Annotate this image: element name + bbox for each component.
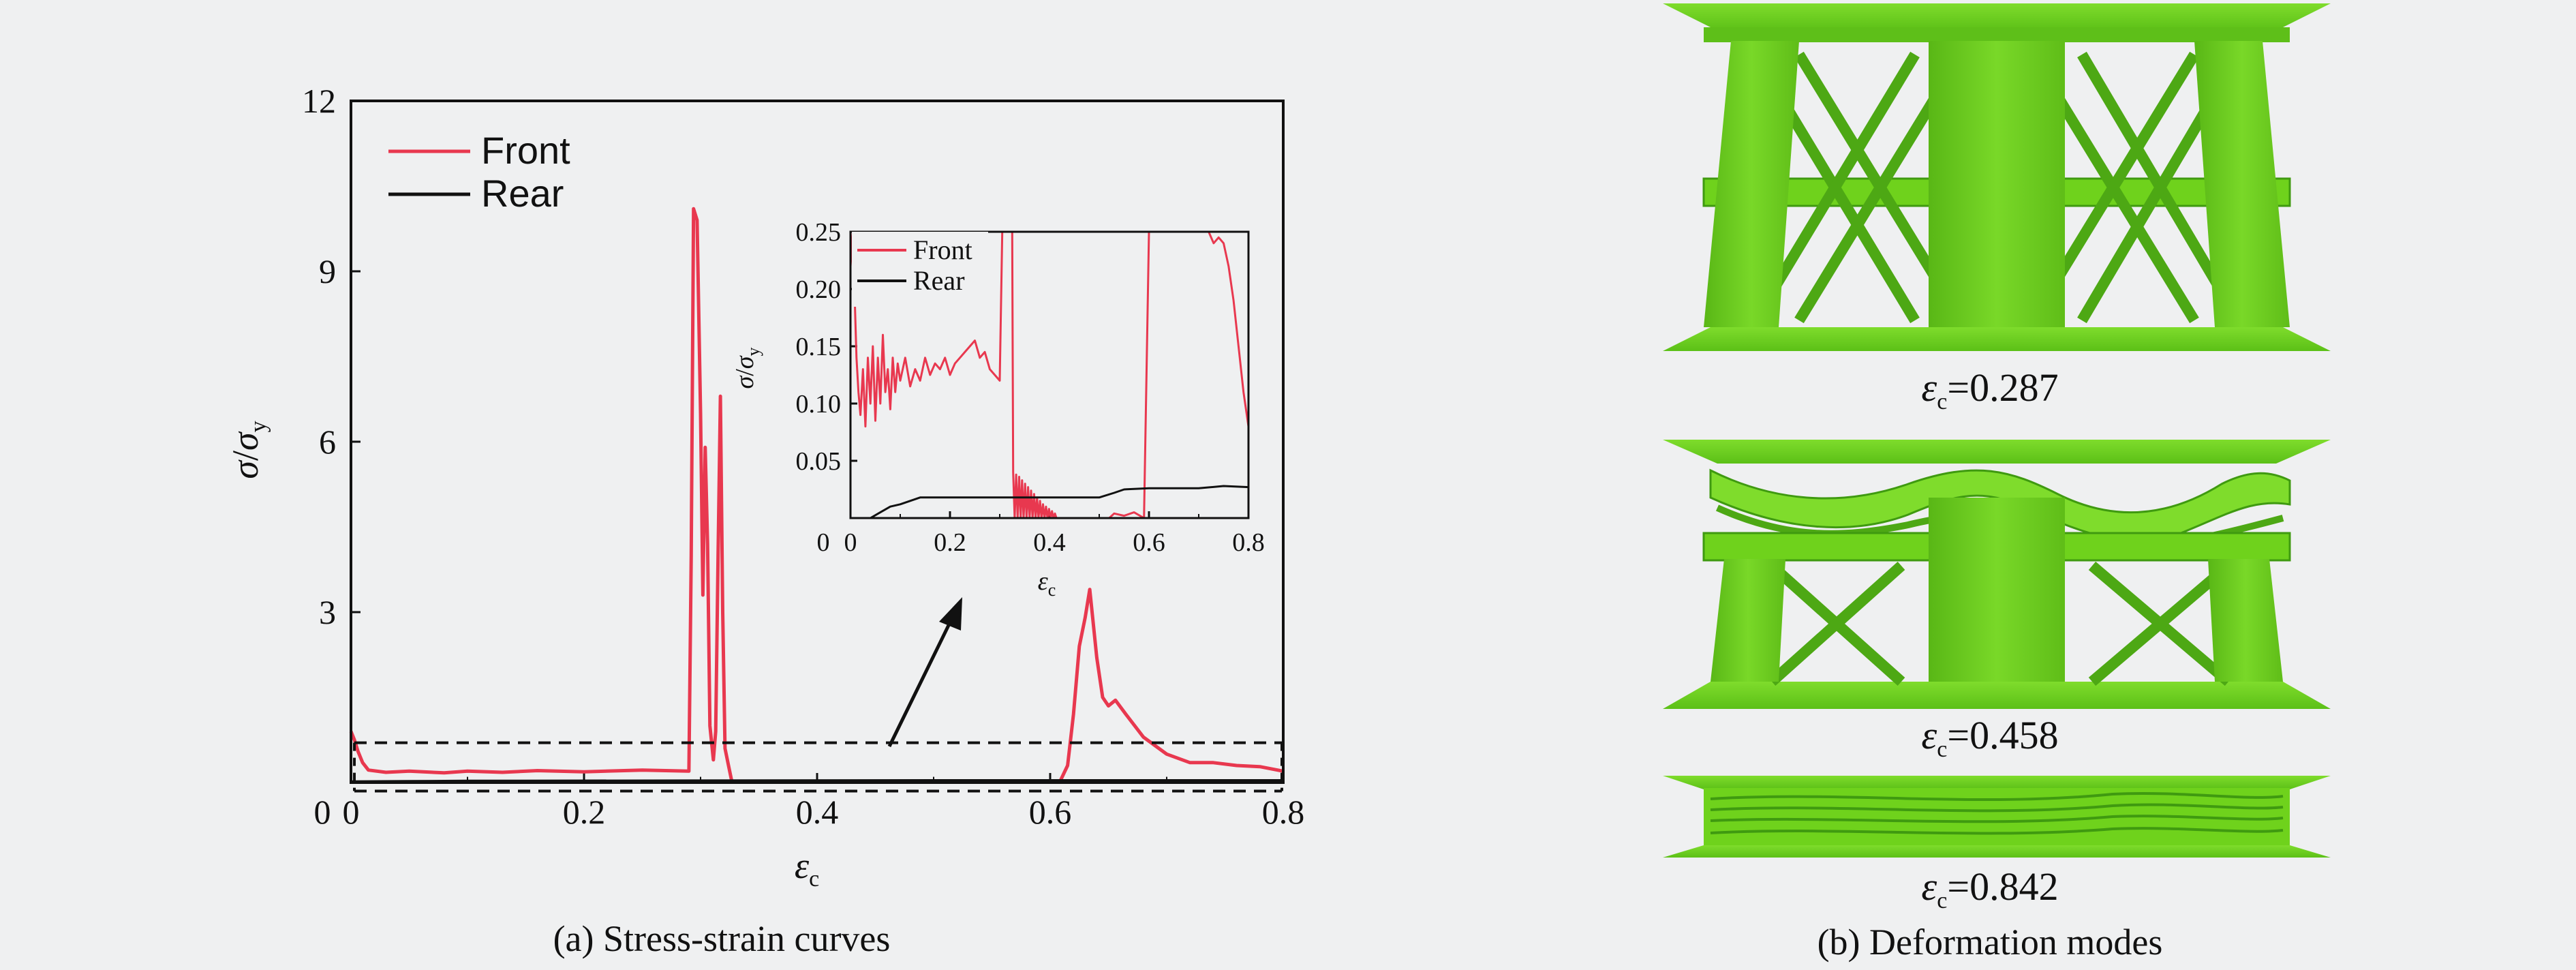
deformation-mode-2: εc=0.458	[1663, 440, 2331, 762]
y-tick-label: 0.10	[796, 390, 842, 419]
x-tick-label: 0.8	[1232, 528, 1265, 557]
main-axis-ticks: 0 0.2 0.4 0.6 0.8 3 6 9 12 0	[302, 82, 1304, 831]
inset-series	[850, 232, 1248, 518]
legend-label-front: Front	[481, 129, 570, 172]
mode-label-2: εc=0.458	[1921, 713, 2058, 762]
series-line-front	[850, 232, 1248, 518]
series-line-rear	[850, 485, 1248, 518]
plate-top	[1663, 3, 2331, 31]
y-tick-label: 12	[302, 82, 336, 120]
x-tick-label: 0.4	[1033, 528, 1066, 557]
pillar-center	[1929, 498, 2065, 682]
y-tick-label: 6	[319, 423, 336, 461]
pillar-center	[1929, 41, 2065, 327]
y-tick-label: 0.05	[796, 447, 842, 476]
deformation-mode-3: εc=0.842	[1663, 776, 2331, 913]
main-chart: 0 0.2 0.4 0.6 0.8 3 6 9 12 0 Front Rear εc σ/σy	[225, 82, 1304, 959]
mode-label-3: εc=0.842	[1921, 864, 2058, 913]
inset-legend-label-front: Front	[913, 234, 972, 265]
series-line-front	[349, 207, 1284, 784]
pillar-right	[2194, 41, 2290, 327]
x-tick-label: 0	[343, 793, 360, 831]
zoom-arrow	[887, 597, 962, 748]
deformation-caption: (b) Deformation modes	[1818, 922, 2163, 963]
main-legend: Front Rear	[388, 129, 570, 215]
main-caption: (a) Stress-strain curves	[553, 918, 891, 959]
plate-bottom	[1663, 682, 2331, 709]
main-x-axis-label: εc	[795, 845, 819, 892]
plate-bottom	[1663, 327, 2331, 351]
inset-legend-label-rear: Rear	[913, 265, 965, 296]
main-y-axis-label: σ/σy	[225, 421, 271, 479]
mode-label-1: εc=0.287	[1921, 365, 2058, 414]
deformation-mode-1: εc=0.287	[1663, 3, 2331, 414]
pillar-left	[1704, 41, 1799, 327]
plate-top	[1663, 776, 2331, 789]
plate-top	[1663, 440, 2331, 464]
x-tick-label: 0.2	[934, 528, 966, 557]
pillar-right	[2208, 559, 2283, 682]
x-tick-label: 0.6	[1029, 793, 1072, 831]
y-tick-label: 9	[319, 252, 336, 290]
x-tick-label: 0.6	[1133, 528, 1165, 557]
y-tick-label: 0.25	[796, 218, 842, 247]
x-tick-label: 0.8	[1262, 793, 1305, 831]
legend-label-rear: Rear	[481, 172, 564, 215]
x-tick-label: 0.2	[563, 793, 606, 831]
y-tick-label: 0.15	[796, 333, 842, 361]
inset-background	[728, 218, 1262, 586]
x-origin-label: 0	[314, 793, 331, 831]
plate-bottom	[1663, 845, 2331, 858]
inset-legend: Front Rear	[852, 232, 988, 307]
inset-plot-frame	[849, 230, 1250, 519]
x-tick-label: 0.4	[796, 793, 839, 831]
inset-chart: 0 0.2 0.4 0.6 0.8 0.05 0.10 0.15 0.20 0.25 0 Front…	[728, 218, 1265, 600]
y-tick-label: 0.20	[796, 275, 842, 304]
inset-y-axis-label: σ/σy	[731, 347, 763, 389]
inset-axis-ticks: 0 0.2 0.4 0.6 0.8 0.05 0.10 0.15 0.20 0.25 0	[796, 218, 1265, 557]
inset-x-origin-label: 0	[817, 528, 830, 557]
inset-x-axis-label: εc	[1038, 567, 1056, 600]
x-tick-label: 0	[844, 528, 857, 557]
pillar-left	[1711, 559, 1785, 682]
main-plot-frame	[350, 100, 1285, 784]
y-tick-label: 3	[319, 593, 336, 631]
